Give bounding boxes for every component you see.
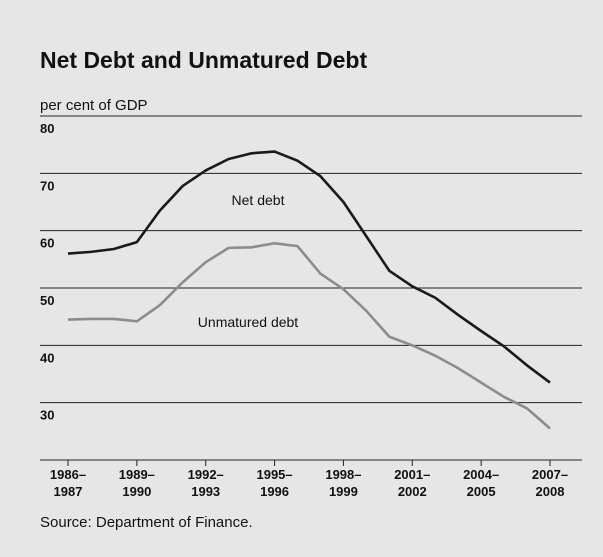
y-tick-label: 30 [40, 408, 54, 423]
y-tick-label: 60 [40, 236, 54, 251]
y-axis-label: per cent of GDP [40, 97, 148, 114]
x-tick-label: 1998– 1999 [325, 467, 362, 499]
x-tick-label: 2004– 2005 [463, 467, 500, 499]
y-tick-label: 80 [40, 121, 54, 136]
chart-title: Net Debt and Unmatured Debt [40, 47, 367, 73]
series-label: Net debt [232, 192, 285, 208]
y-tick-label: 70 [40, 178, 54, 193]
series-label: Unmatured debt [198, 314, 299, 330]
line-series [67, 150, 551, 384]
source-note: Source: Department of Finance. [40, 514, 253, 531]
y-tick-label: 40 [40, 350, 54, 365]
x-tick-label: 1989– 1990 [118, 467, 155, 499]
line-series [67, 241, 551, 430]
x-tick-label: 2007– 2008 [531, 467, 569, 499]
x-tick-label: 1986– 1987 [49, 467, 87, 499]
y-tick-label: 50 [40, 293, 54, 308]
x-tick-label: 1992– 1993 [187, 467, 224, 499]
x-tick-label: 2001– 2002 [394, 467, 431, 499]
x-tick-label: 1995– 1996 [256, 467, 293, 499]
